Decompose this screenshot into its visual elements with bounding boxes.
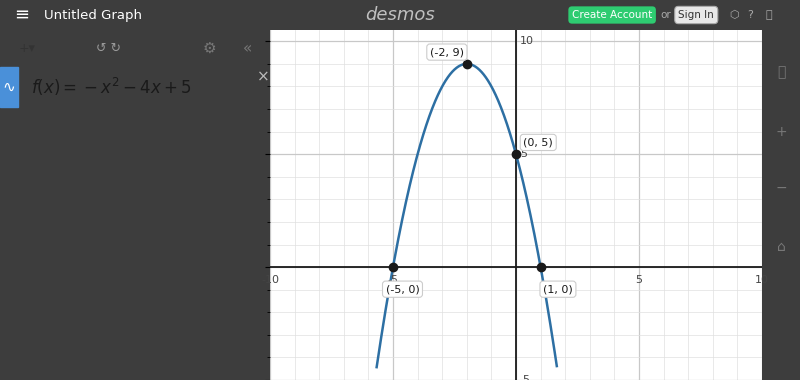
Text: or: or <box>661 10 671 20</box>
Text: -5: -5 <box>520 375 530 380</box>
Text: ×: × <box>257 70 270 84</box>
Text: ?: ? <box>747 10 753 20</box>
Text: ⌂: ⌂ <box>777 240 786 254</box>
Text: (0, 5): (0, 5) <box>523 138 553 147</box>
Text: desmos: desmos <box>365 6 435 24</box>
Text: ∿: ∿ <box>3 79 15 95</box>
Bar <box>0 67 18 107</box>
Text: «: « <box>243 41 252 56</box>
Text: Sign In: Sign In <box>678 10 714 20</box>
Text: ↺ ↻: ↺ ↻ <box>95 42 121 55</box>
Text: 5: 5 <box>520 149 526 159</box>
Text: 5: 5 <box>635 275 642 285</box>
Text: -5: -5 <box>387 275 398 285</box>
Text: 10: 10 <box>520 36 534 46</box>
Text: +▾: +▾ <box>19 42 36 55</box>
Text: ⚙: ⚙ <box>202 41 216 56</box>
Text: (-5, 0): (-5, 0) <box>386 284 419 294</box>
Text: +: + <box>775 125 787 138</box>
Text: (-2, 9): (-2, 9) <box>430 47 464 57</box>
Text: (1, 0): (1, 0) <box>543 284 573 294</box>
Text: Untitled Graph: Untitled Graph <box>44 8 142 22</box>
Text: −: − <box>775 180 787 195</box>
Text: Create Account: Create Account <box>572 10 652 20</box>
Text: ≡: ≡ <box>14 6 30 24</box>
Text: 10: 10 <box>755 275 769 285</box>
Text: -10: -10 <box>261 275 279 285</box>
Text: 🔧: 🔧 <box>777 65 785 79</box>
Text: ⬡: ⬡ <box>730 10 739 20</box>
Text: $f(x) = -x^2 - 4x + 5$: $f(x) = -x^2 - 4x + 5$ <box>31 76 191 98</box>
Text: 🌐: 🌐 <box>766 10 772 20</box>
